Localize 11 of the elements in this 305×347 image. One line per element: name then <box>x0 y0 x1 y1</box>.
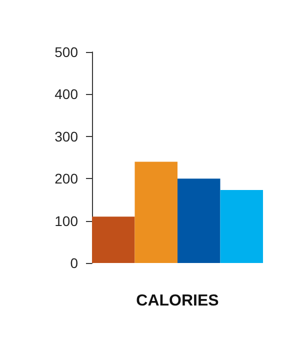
bar <box>92 216 135 263</box>
y-tick-label: 200 <box>54 170 78 187</box>
bar <box>220 190 263 263</box>
y-tick-label: 0 <box>70 255 78 271</box>
y-tick-label: 500 <box>54 44 78 60</box>
x-axis-title: CALORIES <box>136 292 220 310</box>
bar <box>134 162 178 263</box>
y-tick-label: 300 <box>54 128 78 144</box>
bar <box>178 178 220 263</box>
y-tick-label: 100 <box>54 212 78 229</box>
y-tick-label: 400 <box>54 86 78 102</box>
